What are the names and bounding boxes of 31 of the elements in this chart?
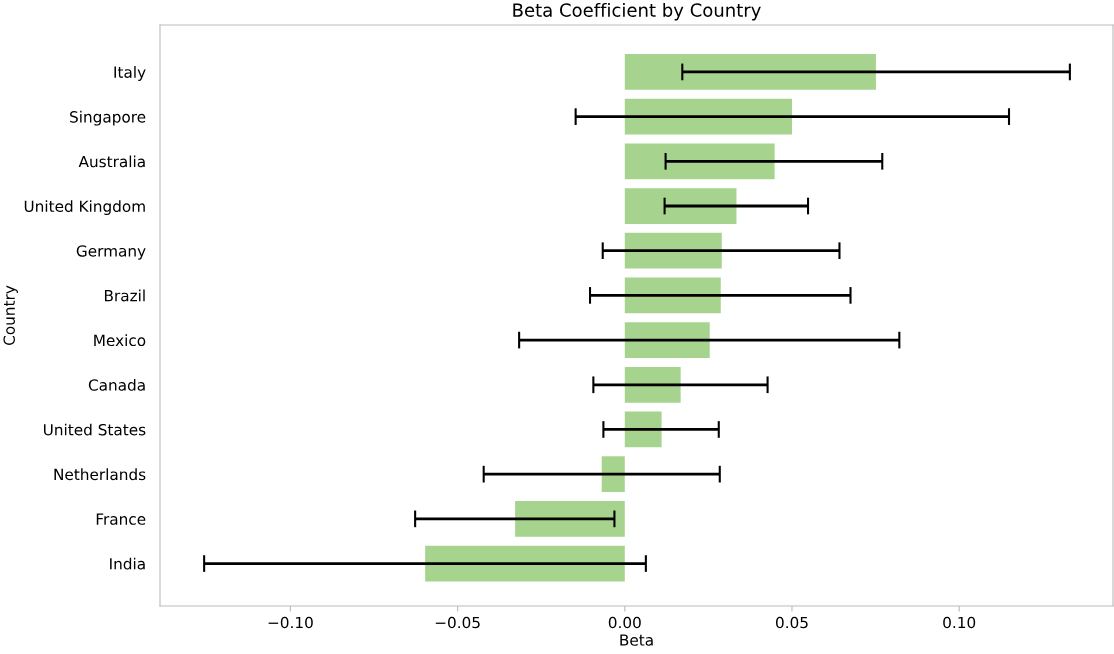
y-tick-label: United Kingdom — [24, 200, 145, 215]
x-tick-label: −0.05 — [435, 616, 480, 629]
y-tick-label: Singapore — [70, 110, 146, 126]
x-tick-label: −0.10 — [268, 616, 313, 629]
bar — [624, 232, 722, 269]
y-tick-label: Germany — [76, 245, 146, 260]
bar — [624, 188, 737, 224]
y-tick-label: United States — [43, 423, 146, 436]
y-tick-label: France — [96, 513, 146, 525]
bar — [624, 54, 876, 90]
bar — [624, 143, 775, 180]
chart-title: Beta Coefficient by Country — [513, 2, 761, 21]
bar — [425, 545, 625, 582]
y-tick-label: Netherlands — [54, 468, 146, 481]
y-axis-title: Country — [3, 285, 18, 345]
x-tick-label: 0.10 — [943, 616, 976, 629]
y-tick-label: India — [110, 557, 145, 570]
y-tick-label: Brazil — [104, 289, 145, 302]
bar — [624, 277, 721, 314]
bar — [624, 411, 662, 448]
bar — [515, 500, 625, 537]
x-tick-label: 0.00 — [608, 616, 641, 629]
y-tick-label: Canada — [88, 378, 145, 391]
x-tick-label: 0.05 — [775, 616, 808, 629]
y-tick-label: Mexico — [94, 334, 146, 347]
y-tick-label: Italy — [114, 66, 146, 81]
bar — [624, 322, 710, 358]
x-axis-title: Beta — [620, 634, 653, 646]
y-tick-label: Australia — [78, 155, 145, 168]
bar — [601, 456, 625, 493]
bar — [624, 366, 681, 403]
